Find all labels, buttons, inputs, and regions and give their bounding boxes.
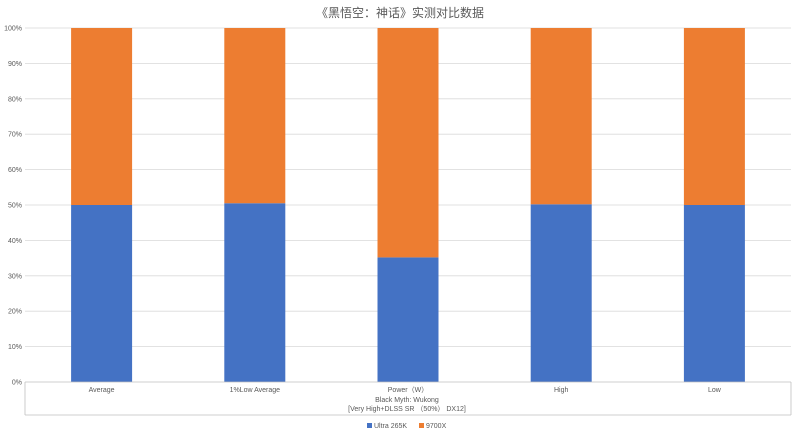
legend-label: Ultra 265K (374, 423, 407, 430)
y-tick-label: 70% (8, 132, 22, 139)
bar-segment (224, 203, 286, 382)
y-tick-label: 40% (8, 238, 22, 245)
legend: Ultra 265K 9700X (367, 423, 447, 430)
x-axis-ticks: Average 1%Low Average Power（W） High Low (89, 386, 722, 394)
y-axis-ticks: 0% 10% 20% 30% 40% 50% 60% 70% 80% 90% 100% (4, 26, 22, 387)
legend-swatch (367, 423, 372, 428)
x-axis-label-line1: Black Myth: Wukong (375, 397, 439, 404)
x-tick-label: 1%Low Average (230, 387, 281, 394)
chart-title: 《黑悟空：神话》实测对比数据 (316, 5, 484, 20)
x-tick-label: High (554, 387, 569, 394)
bars (71, 28, 745, 382)
bar-segment (377, 28, 439, 258)
legend-swatch (419, 423, 424, 428)
bar-segment (530, 28, 592, 205)
x-tick-label: Power（W） (388, 386, 428, 394)
x-axis-label-line2: [Very High+DLSS SR （50%） DX12] (348, 405, 466, 413)
bar-segment (683, 205, 745, 382)
y-tick-label: 20% (8, 309, 22, 316)
x-tick-label: Low (708, 387, 722, 394)
category-group-frame (24, 382, 792, 416)
legend-label: 9700X (426, 423, 447, 430)
y-tick-label: 80% (8, 96, 22, 103)
bar-segment (530, 204, 592, 382)
y-tick-label: 100% (4, 26, 22, 33)
y-tick-label: 90% (8, 61, 22, 68)
bar-segment (71, 205, 133, 382)
bar-segment (683, 28, 745, 205)
y-tick-label: 30% (8, 273, 22, 280)
x-tick-label: Average (89, 387, 115, 394)
bar-segment (71, 28, 133, 205)
y-tick-label: 0% (12, 380, 22, 387)
bar-segment (377, 257, 439, 382)
bar-segment (224, 28, 286, 204)
y-tick-label: 50% (8, 203, 22, 210)
y-tick-label: 60% (8, 167, 22, 174)
y-tick-label: 10% (8, 344, 22, 351)
